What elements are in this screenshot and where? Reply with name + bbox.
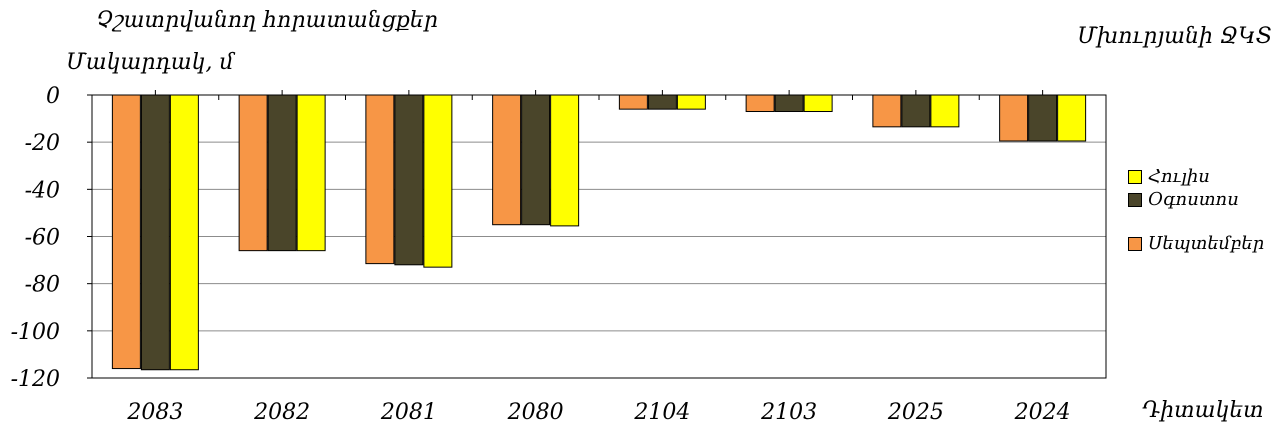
legend-item-august: Օգոստոս xyxy=(1128,189,1239,210)
bar xyxy=(618,94,648,110)
x-tick-label: 2083 xyxy=(126,400,183,425)
x-tick-label: 2081 xyxy=(380,400,437,425)
x-axis-label: Դիտակետ xyxy=(1142,398,1264,423)
bar xyxy=(521,94,551,226)
y-tick-label: -120 xyxy=(11,367,60,392)
bar xyxy=(930,94,960,128)
bar xyxy=(774,94,804,113)
bar xyxy=(169,94,199,371)
x-tick-label: 2025 xyxy=(887,400,944,425)
bar xyxy=(872,94,902,128)
bar xyxy=(423,94,453,268)
bar xyxy=(676,94,706,110)
legend-label: Օգոստոս xyxy=(1148,189,1239,210)
bar xyxy=(550,94,580,227)
y-tick-label: -60 xyxy=(25,226,60,251)
x-tick-label: 2104 xyxy=(633,400,690,425)
legend-swatch xyxy=(1128,169,1142,184)
legend-swatch xyxy=(1128,236,1142,251)
bar xyxy=(1028,94,1058,142)
bar xyxy=(901,94,931,128)
legend-item-july: Հուլիս xyxy=(1128,166,1210,187)
x-tick-label: 2080 xyxy=(507,400,564,425)
y-tick-label: -40 xyxy=(25,178,60,203)
bar xyxy=(492,94,522,226)
bar xyxy=(267,94,297,252)
chart-title: Չշատրվանող հորատանցքեր xyxy=(96,8,438,33)
legend-label: Սեպտեմբեր xyxy=(1148,233,1265,254)
bar xyxy=(745,94,775,113)
y-tick-label: -100 xyxy=(11,320,60,345)
legend-swatch xyxy=(1128,192,1142,207)
x-tick-label: 2024 xyxy=(1014,400,1071,425)
bar xyxy=(1057,94,1087,142)
bar xyxy=(238,94,268,252)
bar xyxy=(140,94,170,371)
y-tick-label: 0 xyxy=(46,84,60,109)
bar xyxy=(647,94,677,110)
bar xyxy=(296,94,326,252)
legend-item-september: Սեպտեմբեր xyxy=(1128,233,1264,254)
bar xyxy=(365,94,395,265)
legend-label: Հուլիս xyxy=(1148,166,1210,187)
bar xyxy=(111,94,141,370)
region-label: Մխուրյանի ՋԿՏ xyxy=(1077,24,1272,49)
bar xyxy=(394,94,424,266)
x-tick-label: 2082 xyxy=(253,400,310,425)
y-tick-label: -80 xyxy=(25,273,60,298)
y-axis-label: Մակարդակ, մ xyxy=(66,50,234,75)
bar xyxy=(999,94,1029,142)
bar xyxy=(803,94,833,113)
x-tick-label: 2103 xyxy=(760,400,817,425)
y-tick-label: -20 xyxy=(25,131,60,156)
